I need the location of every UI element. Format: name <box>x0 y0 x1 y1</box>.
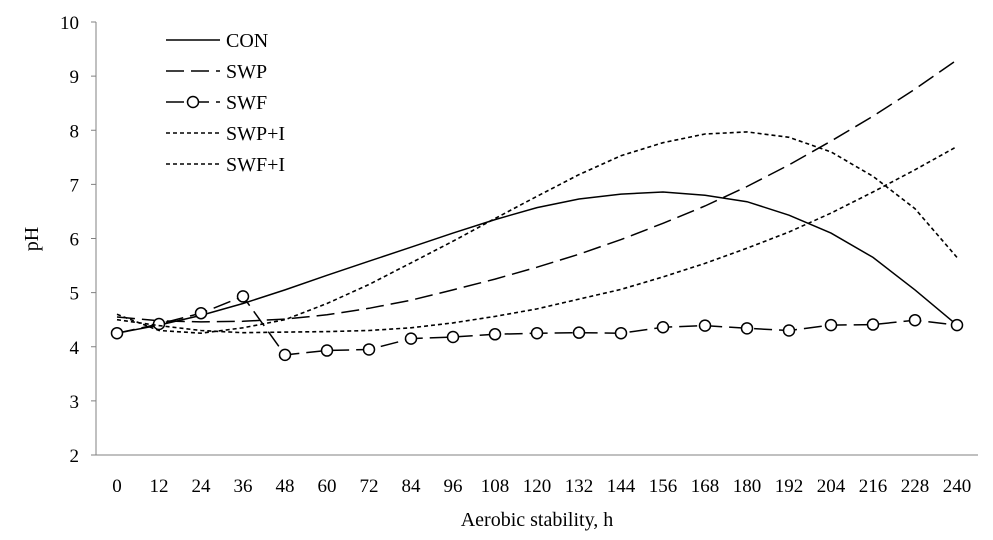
y-tick-label: 8 <box>70 121 80 142</box>
x-tick-label: 132 <box>565 476 594 497</box>
series-point <box>404 332 418 345</box>
series-point <box>824 318 838 332</box>
x-tick-label: 72 <box>360 476 379 497</box>
x-tick-label: 240 <box>943 476 972 497</box>
chart-axes: 2 3 4 5 6 7 8 9 10 0 12 24 36 48 60 72 84 96 108 120 132 144 1… <box>60 13 978 497</box>
x-tick-label: 120 <box>523 476 552 497</box>
y-tick-label: 3 <box>70 392 80 413</box>
x-tick-label: 228 <box>901 476 930 497</box>
x-tick-label: 60 <box>318 476 337 497</box>
y-tick-label: 4 <box>70 338 80 359</box>
series-point <box>236 290 250 303</box>
series-point <box>572 326 586 339</box>
series-point <box>446 330 460 344</box>
x-axis-title: Aerobic stability, h <box>461 509 614 531</box>
legend-label: CON <box>226 30 268 52</box>
series-line <box>116 191 958 334</box>
y-tick-label: 6 <box>70 230 80 251</box>
series-point <box>698 319 712 332</box>
y-tick-label: 9 <box>70 67 80 88</box>
x-tick-label: 180 <box>733 476 762 497</box>
x-tick-label: 96 <box>444 476 463 497</box>
series-point <box>278 348 292 362</box>
x-tick-label: 216 <box>859 476 888 497</box>
series-point <box>362 343 376 356</box>
series-point <box>152 317 166 331</box>
legend-label: SWP <box>226 61 267 83</box>
series-point <box>908 313 922 327</box>
legend: CON SWP SWF SWP+I SWF+I <box>166 30 285 176</box>
x-tick-label: 0 <box>112 476 122 497</box>
y-tick-label: 5 <box>70 284 80 305</box>
x-tick-label: 144 <box>607 476 636 497</box>
series-point <box>782 324 796 337</box>
series-line <box>116 59 958 323</box>
legend-label: SWF <box>226 92 267 114</box>
series-line <box>116 145 958 334</box>
y-axis-title: pH <box>21 227 43 251</box>
series-point <box>614 326 628 340</box>
series-point <box>950 318 964 332</box>
series-point <box>740 322 754 335</box>
legend-label: SWF+I <box>226 154 285 176</box>
y-tick-label: 10 <box>60 13 79 34</box>
x-tick-label: 36 <box>234 476 253 497</box>
series-point <box>866 318 880 331</box>
x-tick-label: 24 <box>192 476 212 497</box>
x-tick-label: 192 <box>775 476 804 497</box>
series-point <box>530 326 544 340</box>
x-tick-label: 156 <box>649 476 678 497</box>
series-point <box>194 306 208 320</box>
legend-label: SWP+I <box>226 123 285 145</box>
x-tick-label: 48 <box>276 476 295 497</box>
series-point <box>110 326 124 340</box>
series-point <box>656 321 670 334</box>
x-tick-label: 204 <box>817 476 846 497</box>
series-point <box>488 328 502 341</box>
x-tick-label: 168 <box>691 476 720 497</box>
series-layer <box>110 59 964 362</box>
series-line <box>116 131 958 335</box>
x-tick-label: 84 <box>402 476 422 497</box>
x-tick-label: 12 <box>150 476 169 497</box>
y-tick-label: 7 <box>70 175 80 196</box>
y-tick-label: 2 <box>70 446 80 467</box>
x-tick-label: 108 <box>481 476 510 497</box>
legend-marker <box>186 95 200 109</box>
series-point <box>320 344 334 357</box>
